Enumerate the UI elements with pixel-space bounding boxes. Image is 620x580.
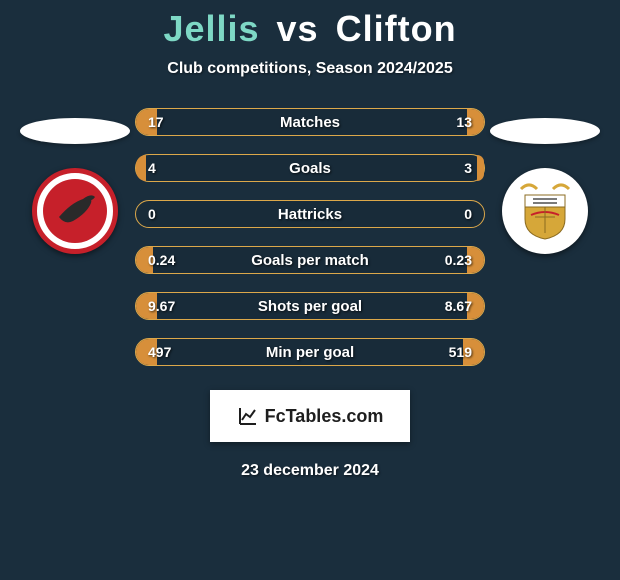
source-logo-text: FcTables.com: [265, 406, 384, 427]
stat-fill-right: [477, 155, 484, 181]
stat-fill-left: [136, 155, 146, 181]
viking-shield-icon: [513, 179, 577, 243]
stat-label: Hattricks: [278, 206, 342, 223]
stat-value-left: 9.67: [148, 298, 175, 314]
source-logo: FcTables.com: [210, 390, 410, 442]
stats-table: 17 Matches 13 4 Goals 3 0 Hattricks 0 0.24 Goals p…: [135, 108, 485, 366]
stat-label: Min per goal: [266, 344, 354, 361]
player-right-name: Clifton: [336, 8, 457, 49]
player-left-name: Jellis: [163, 8, 259, 49]
stat-value-right: 8.67: [445, 298, 472, 314]
stat-row: 497 Min per goal 519: [135, 338, 485, 366]
stat-label: Goals per match: [251, 252, 369, 269]
stat-value-left: 497: [148, 344, 171, 360]
stat-row: 9.67 Shots per goal 8.67: [135, 292, 485, 320]
snapshot-date: 23 december 2024: [0, 462, 620, 480]
stat-value-left: 0: [148, 206, 156, 222]
swift-bird-icon: [53, 189, 97, 233]
stat-value-right: 13: [456, 114, 472, 130]
stat-row: 17 Matches 13: [135, 108, 485, 136]
stat-row: 0 Hattricks 0: [135, 200, 485, 228]
stat-value-right: 0: [464, 206, 472, 222]
stat-value-right: 519: [449, 344, 472, 360]
stat-value-right: 3: [464, 160, 472, 176]
stat-value-left: 4: [148, 160, 156, 176]
stat-row: 4 Goals 3: [135, 154, 485, 182]
right-team-column: [485, 108, 605, 254]
chart-icon: [237, 405, 259, 427]
left-player-silhouette: [20, 118, 130, 144]
left-team-crest: [32, 168, 118, 254]
comparison-content: 17 Matches 13 4 Goals 3 0 Hattricks 0 0.24 Goals p…: [0, 108, 620, 366]
right-team-crest: [502, 168, 588, 254]
stat-value-right: 0.23: [445, 252, 472, 268]
stat-label: Goals: [289, 160, 331, 177]
stat-value-left: 17: [148, 114, 164, 130]
competition-subtitle: Club competitions, Season 2024/2025: [0, 60, 620, 78]
stat-label: Matches: [280, 114, 340, 131]
stat-value-left: 0.24: [148, 252, 175, 268]
comparison-title: Jellis vs Clifton: [0, 0, 620, 50]
left-team-crest-inner: [43, 179, 107, 243]
vs-separator: vs: [277, 8, 319, 49]
left-team-column: [15, 108, 135, 254]
stat-row: 0.24 Goals per match 0.23: [135, 246, 485, 274]
right-player-silhouette: [490, 118, 600, 144]
stat-label: Shots per goal: [258, 298, 362, 315]
